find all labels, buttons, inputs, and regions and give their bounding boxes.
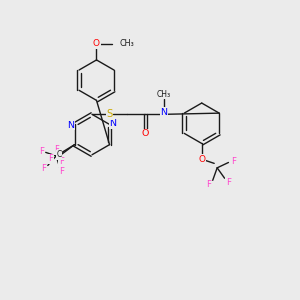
Text: S: S <box>106 109 113 119</box>
Text: O: O <box>198 155 205 164</box>
Text: F: F <box>39 147 44 156</box>
Text: F: F <box>206 180 211 189</box>
Text: F: F <box>41 164 46 173</box>
Text: F: F <box>226 178 231 187</box>
Text: F: F <box>231 157 236 166</box>
Text: F: F <box>48 154 53 163</box>
Text: CH₃: CH₃ <box>120 39 134 48</box>
Text: O: O <box>142 130 149 139</box>
Text: C: C <box>56 150 62 159</box>
Text: O: O <box>93 39 100 48</box>
Text: N: N <box>160 108 167 117</box>
Text: CH₃: CH₃ <box>157 90 171 99</box>
Text: F: F <box>60 167 64 176</box>
Text: N: N <box>68 121 74 130</box>
Text: F: F <box>54 145 59 154</box>
Text: N: N <box>110 119 117 128</box>
Text: F: F <box>59 157 64 166</box>
